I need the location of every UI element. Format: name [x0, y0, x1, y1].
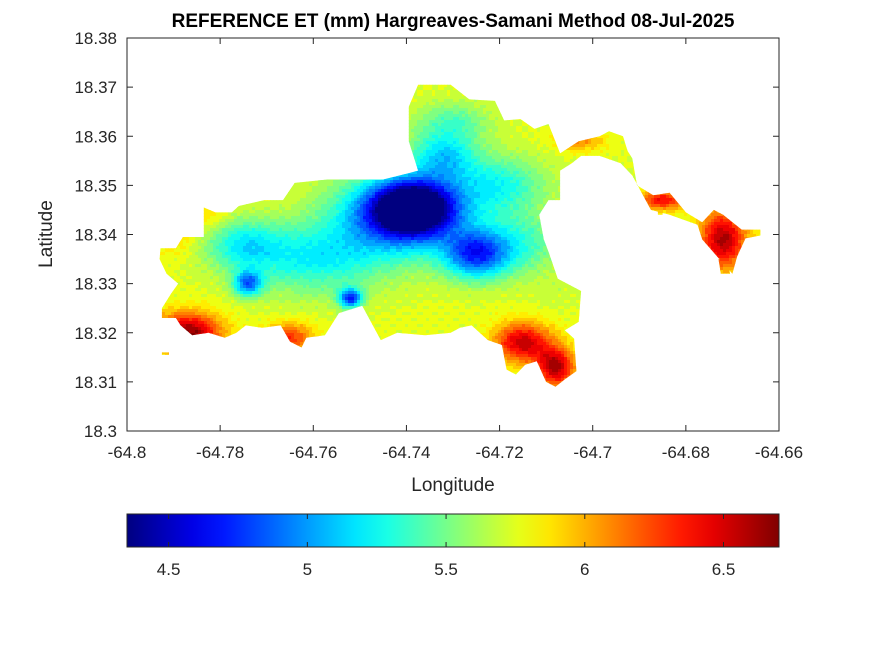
x-axis: -64.8 -64.78 -64.76 -64.74 -64.72 -64.7 -64.68…	[108, 38, 803, 462]
y-tick-label: 18.3	[84, 422, 117, 441]
colorbar: 4.5 5 5.5 6 6.5	[126, 513, 780, 579]
y-tick-label: 18.31	[74, 373, 117, 392]
y-tick-label: 18.38	[74, 29, 117, 48]
colorbar-tick-label: 6	[580, 560, 589, 579]
map-title: REFERENCE ET (mm) Hargreaves-Samani Meth…	[172, 11, 735, 32]
x-tick-label: -64.8	[108, 443, 147, 462]
y-axis: 18.3 18.31 18.32 18.33 18.34 18.35 18.36 18.37 1…	[74, 29, 779, 441]
x-tick-label: -64.78	[196, 443, 244, 462]
colorbar-gradient	[127, 514, 779, 547]
y-tick-label: 18.34	[74, 226, 117, 245]
map-plot-area: -64.8 -64.78 -64.76 -64.74 -64.72 -64.7 -64.68…	[74, 29, 803, 462]
colorbar-box	[126, 513, 780, 548]
x-tick-label: -64.74	[382, 443, 430, 462]
colorbar-tick-label: 6.5	[712, 560, 736, 579]
x-tick-label: -64.76	[289, 443, 337, 462]
colorbar-ticks: 4.5 5 5.5 6 6.5	[157, 514, 736, 579]
x-tick-label: -64.66	[755, 443, 803, 462]
x-axis-label: Longitude	[411, 475, 494, 496]
y-tick-label: 18.35	[74, 176, 117, 195]
y-tick-label: 18.32	[74, 324, 117, 343]
colorbar-tick-label: 4.5	[157, 560, 181, 579]
x-tick-label: -64.7	[573, 443, 612, 462]
y-tick-label: 18.36	[74, 127, 117, 146]
x-tick-label: -64.68	[662, 443, 710, 462]
colorbar-tick-label: 5.5	[434, 560, 458, 579]
y-tick-label: 18.33	[74, 275, 117, 294]
x-tick-label: -64.72	[475, 443, 523, 462]
colorbar-tick-label: 5	[303, 560, 312, 579]
y-tick-label: 18.37	[74, 78, 117, 97]
y-axis-label: Latitude	[36, 200, 57, 268]
